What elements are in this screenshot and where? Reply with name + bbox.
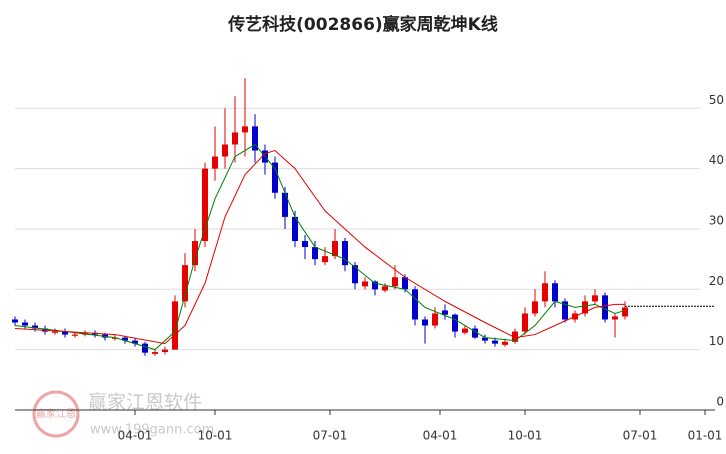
candle-body — [72, 334, 78, 336]
x-tick-label: 07-01 — [623, 429, 658, 443]
candle-body — [182, 265, 188, 302]
y-tick-label: 40 — [709, 153, 724, 167]
candle-body — [522, 313, 528, 332]
candle-body — [32, 325, 38, 329]
candle-body — [212, 156, 218, 169]
candle-body — [162, 349, 168, 353]
candle-body — [242, 126, 248, 133]
candle-body — [312, 247, 318, 260]
candle-body — [12, 319, 18, 323]
y-tick-label: 30 — [709, 213, 724, 227]
candle-body — [222, 144, 228, 157]
candle-body — [502, 341, 508, 345]
candle-body — [492, 340, 498, 344]
watermark-url: www.199gann.com — [90, 423, 214, 438]
candle-body — [152, 352, 158, 354]
candle-body — [132, 340, 138, 344]
candle-body — [232, 132, 238, 145]
candle-body — [542, 283, 548, 302]
candle-body — [52, 331, 58, 333]
candle-body — [362, 281, 368, 287]
candle-body — [252, 126, 258, 151]
candle-body — [122, 337, 128, 341]
candle-body — [382, 286, 388, 291]
candle-body — [422, 319, 428, 326]
candle-body — [562, 301, 568, 320]
x-tick-label: 01-01 — [688, 429, 723, 443]
candle-body — [322, 256, 328, 263]
candle-body — [332, 241, 338, 257]
candle-body — [272, 162, 278, 193]
x-tick-label: 10-01 — [198, 429, 233, 443]
watermark-text: 赢家江恩软件 — [88, 392, 202, 414]
candle-body — [192, 241, 198, 266]
candle-body — [462, 328, 468, 333]
x-tick-label: 10-01 — [508, 429, 543, 443]
candle-body — [352, 265, 358, 284]
y-tick-label: 20 — [709, 274, 724, 288]
candle-body — [112, 337, 118, 339]
candle-body — [172, 301, 178, 350]
candle-body — [482, 337, 488, 341]
candle-body — [142, 343, 148, 353]
candle-body — [472, 328, 478, 338]
candle-body — [622, 307, 628, 317]
candle-body — [282, 192, 288, 217]
candle-body — [582, 301, 588, 314]
moving-average-line — [14, 149, 625, 345]
x-tick-label: 04-01 — [423, 429, 458, 443]
candle-body — [432, 313, 438, 326]
candle-body — [442, 310, 448, 315]
candle-body — [602, 295, 608, 320]
candle-body — [532, 301, 538, 314]
candle-body — [342, 241, 348, 266]
candle-body — [402, 277, 408, 290]
candle-body — [412, 289, 418, 320]
y-tick-label: 50 — [709, 93, 724, 107]
candle-body — [512, 331, 518, 342]
candle-body — [552, 283, 558, 302]
watermark-badge — [32, 390, 80, 438]
moving-average-line — [14, 143, 626, 351]
chart-title: 传艺科技(002866)赢家周乾坤K线 — [227, 14, 498, 35]
x-tick-label: 04-01 — [118, 429, 153, 443]
x-tick-label: 07-01 — [313, 429, 348, 443]
y-tick-label: 0 — [716, 395, 724, 409]
candle-body — [592, 295, 598, 302]
candle-body — [612, 316, 618, 320]
candle-body — [62, 331, 68, 335]
candle-body — [392, 277, 398, 287]
candle-body — [372, 281, 378, 290]
candle-body — [452, 314, 458, 332]
candle-body — [202, 168, 208, 242]
y-tick-label: 10 — [709, 334, 724, 348]
candle-body — [22, 322, 28, 326]
candle-body — [292, 216, 298, 242]
watermark-badge-text: 赢家江恩 — [36, 407, 76, 420]
candle-body — [302, 241, 308, 248]
